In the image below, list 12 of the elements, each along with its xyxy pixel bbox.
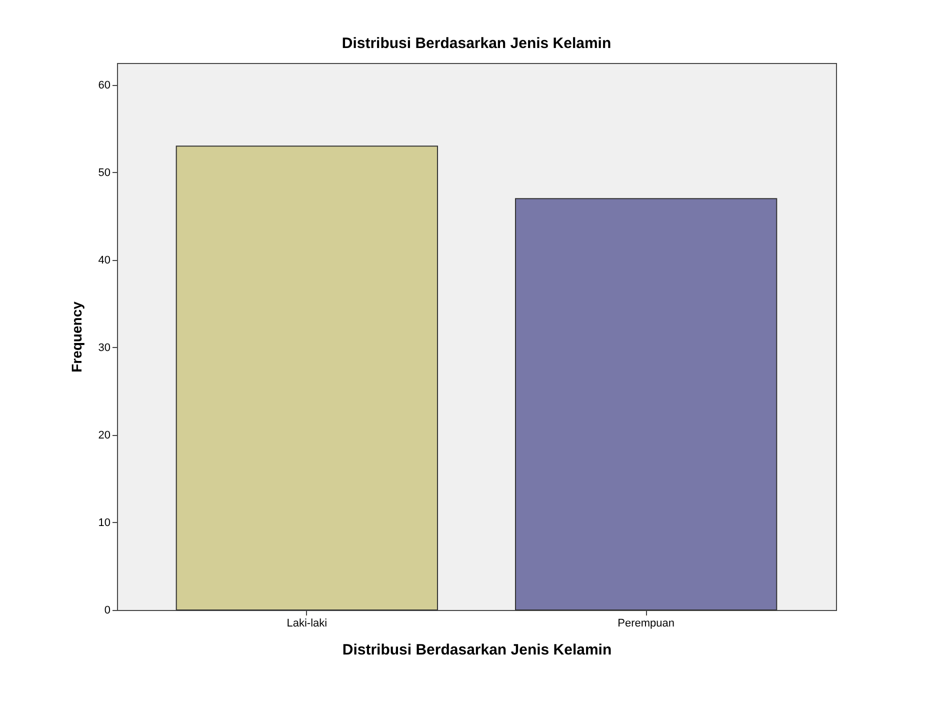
x-tick-label: Perempuan: [618, 618, 675, 630]
y-axis-title: Frequency: [68, 301, 84, 372]
y-tick-label: 40: [98, 254, 110, 266]
y-tick-label: 20: [98, 429, 110, 442]
y-tick-label: 30: [98, 342, 110, 354]
y-tick-label: 50: [98, 166, 110, 179]
y-tick-label: 0: [104, 604, 110, 616]
x-axis-title: Distribusi Berdasarkan Jenis Kelamin: [342, 642, 612, 658]
chart-title: Distribusi Berdasarkan Jenis Kelamin: [342, 35, 612, 52]
y-tick-label: 60: [98, 79, 110, 92]
x-tick-label: Laki-laki: [286, 618, 328, 630]
y-tick-label: 10: [98, 516, 110, 529]
